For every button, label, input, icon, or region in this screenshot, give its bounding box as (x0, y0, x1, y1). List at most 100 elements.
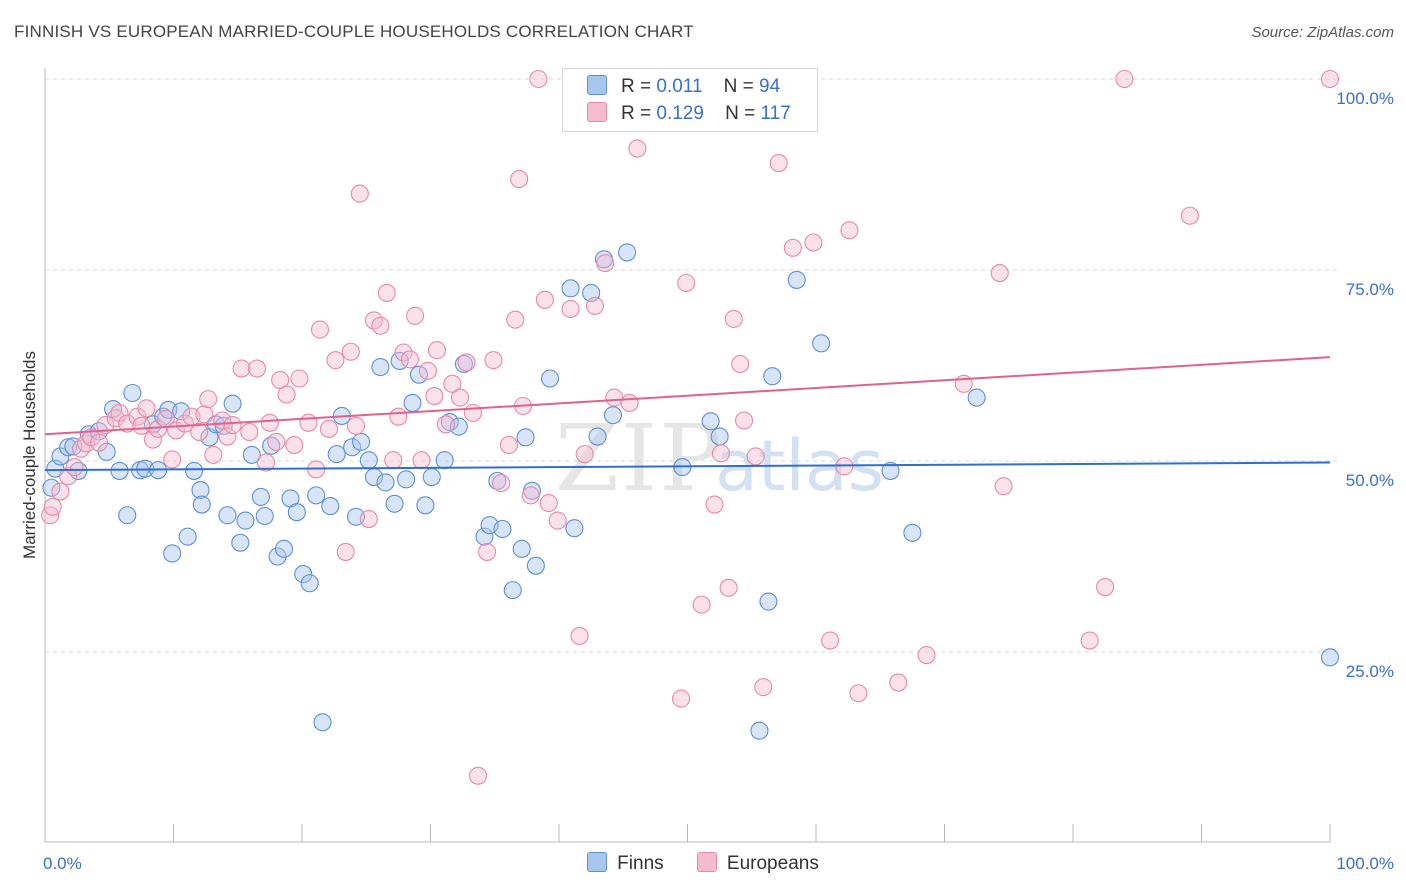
y-tick-label-0: 25.0% (1346, 662, 1394, 681)
point-europeans-28 (218, 427, 237, 446)
x-tick-label-1: 100.0% (1336, 854, 1394, 873)
point-europeans-45 (336, 542, 355, 561)
point-finns-93 (1320, 648, 1340, 667)
point-finns-45 (327, 445, 346, 464)
watermark-zip: ZIP (555, 405, 723, 512)
point-europeans-5 (71, 439, 91, 458)
point-europeans-49 (359, 510, 378, 529)
point-europeans-1 (43, 497, 62, 516)
y-tick-label-3: 100.0% (1336, 89, 1394, 108)
point-finns-42 (307, 486, 326, 505)
point-europeans-90 (692, 595, 711, 614)
bottom-legend-finns: Finns (587, 852, 664, 875)
point-europeans-42 (310, 320, 330, 339)
point-europeans-87 (628, 139, 647, 158)
point-finns-65 (475, 527, 494, 546)
point-europeans-76 (529, 69, 548, 89)
point-finns-32 (242, 445, 261, 464)
point-finns-2 (51, 447, 70, 466)
point-europeans-19 (163, 450, 182, 469)
point-europeans-47 (346, 416, 366, 435)
point-finns-41 (300, 574, 319, 593)
point-europeans-84 (596, 254, 615, 273)
point-europeans-105 (840, 221, 859, 240)
legend-row-finns: R = 0.011 N = 94 (587, 74, 780, 100)
point-europeans-80 (561, 299, 580, 319)
legend-swatch-finns (587, 75, 607, 95)
point-finns-59 (416, 496, 435, 515)
legend-swatch-europeans (587, 102, 607, 122)
point-finns-11 (118, 506, 137, 525)
y-axis-label: Married-couple Households (20, 351, 39, 559)
legend-row-europeans: R = 0.129 N = 117 (587, 101, 791, 127)
point-europeans-23 (190, 422, 209, 442)
bottom-legend-europeans: Europeans (696, 852, 819, 875)
point-finns-33 (251, 487, 270, 506)
point-finns-44 (321, 497, 340, 516)
point-europeans-16 (143, 430, 162, 449)
point-europeans-2 (51, 482, 70, 501)
point-finns-91 (903, 523, 922, 542)
point-finns-73 (526, 556, 545, 575)
point-finns-88 (787, 270, 806, 289)
point-europeans-64 (451, 388, 470, 407)
point-finns-29 (223, 394, 242, 413)
point-europeans-102 (804, 233, 823, 252)
point-finns-85 (750, 721, 769, 740)
bottom-legend: Finns Europeans (0, 852, 1406, 878)
point-finns-56 (397, 470, 416, 489)
point-finns-10 (110, 461, 129, 480)
point-europeans-86 (620, 393, 639, 412)
point-europeans-106 (849, 684, 868, 703)
bottom-legend-europeans-label: Europeans (726, 853, 819, 874)
point-finns-50 (359, 451, 378, 470)
point-finns-22 (185, 461, 204, 480)
point-europeans-71 (499, 435, 518, 455)
point-europeans-9 (96, 416, 115, 435)
point-europeans-43 (319, 419, 339, 438)
point-finns-71 (516, 428, 535, 447)
point-finns-75 (561, 279, 580, 298)
point-europeans-88 (672, 689, 691, 708)
point-finns-60 (422, 467, 441, 487)
point-europeans-95 (724, 309, 743, 328)
point-europeans-83 (585, 296, 605, 315)
point-europeans-112 (1080, 631, 1099, 650)
trend-line-europeans (44, 356, 1331, 436)
legend-eur-r-label: R = (621, 103, 652, 124)
point-europeans-58 (412, 451, 431, 470)
point-europeans-68 (477, 542, 497, 561)
point-europeans-55 (394, 343, 413, 362)
point-europeans-85 (605, 388, 624, 407)
point-finns-47 (343, 438, 362, 457)
y-tick-label-2: 75.0% (1346, 280, 1394, 299)
point-europeans-114 (1115, 69, 1134, 89)
point-finns-86 (759, 592, 778, 611)
point-europeans-72 (506, 310, 525, 329)
point-europeans-100 (769, 153, 788, 173)
point-europeans-32 (247, 359, 267, 378)
point-finns-34 (255, 506, 274, 526)
point-europeans-12 (118, 414, 137, 433)
point-finns-19 (163, 544, 182, 563)
point-europeans-81 (570, 626, 589, 646)
point-europeans-8 (89, 433, 109, 452)
legend-finns-n-value: 94 (759, 76, 781, 97)
point-finns-39 (287, 503, 306, 522)
point-finns-74 (540, 369, 560, 388)
point-europeans-65 (457, 353, 476, 372)
bottom-legend-swatch-finns (587, 852, 608, 872)
point-europeans-56 (400, 350, 419, 369)
point-finns-76 (565, 519, 584, 538)
legend-eur-n-value: 117 (760, 103, 791, 124)
point-finns-70 (512, 539, 531, 558)
point-europeans-79 (548, 511, 567, 530)
point-finns-78 (588, 427, 607, 446)
point-europeans-25 (199, 390, 218, 409)
point-europeans-107 (889, 673, 908, 692)
point-finns-84 (710, 427, 729, 446)
point-europeans-21 (176, 414, 195, 433)
point-europeans-62 (436, 415, 455, 434)
point-europeans-113 (1096, 578, 1115, 597)
